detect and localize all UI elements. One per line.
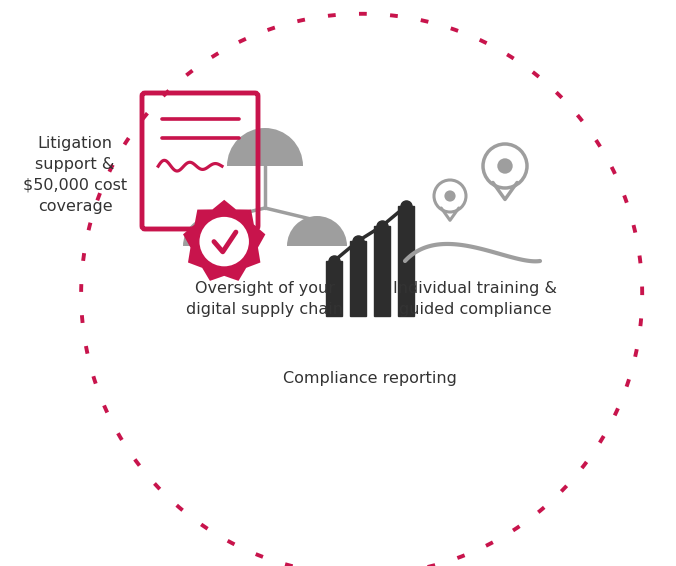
Text: Oversight of your
digital supply chain: Oversight of your digital supply chain [187, 281, 343, 317]
Circle shape [306, 224, 328, 246]
Text: Compliance reporting: Compliance reporting [283, 371, 457, 386]
Text: Individual training &
guided compliance: Individual training & guided compliance [393, 281, 557, 317]
Wedge shape [287, 216, 347, 246]
Bar [374, 226, 390, 316]
Circle shape [197, 215, 251, 269]
Bar [350, 241, 366, 316]
Circle shape [444, 190, 456, 201]
Circle shape [202, 224, 224, 246]
Wedge shape [227, 128, 303, 166]
Polygon shape [183, 200, 266, 281]
Circle shape [251, 138, 279, 166]
Circle shape [498, 158, 512, 174]
Bar [398, 206, 414, 316]
Bar [326, 261, 342, 316]
Text: Litigation
support &
$50,000 cost
coverage: Litigation support & $50,000 cost covera… [23, 136, 127, 214]
Wedge shape [183, 216, 243, 246]
